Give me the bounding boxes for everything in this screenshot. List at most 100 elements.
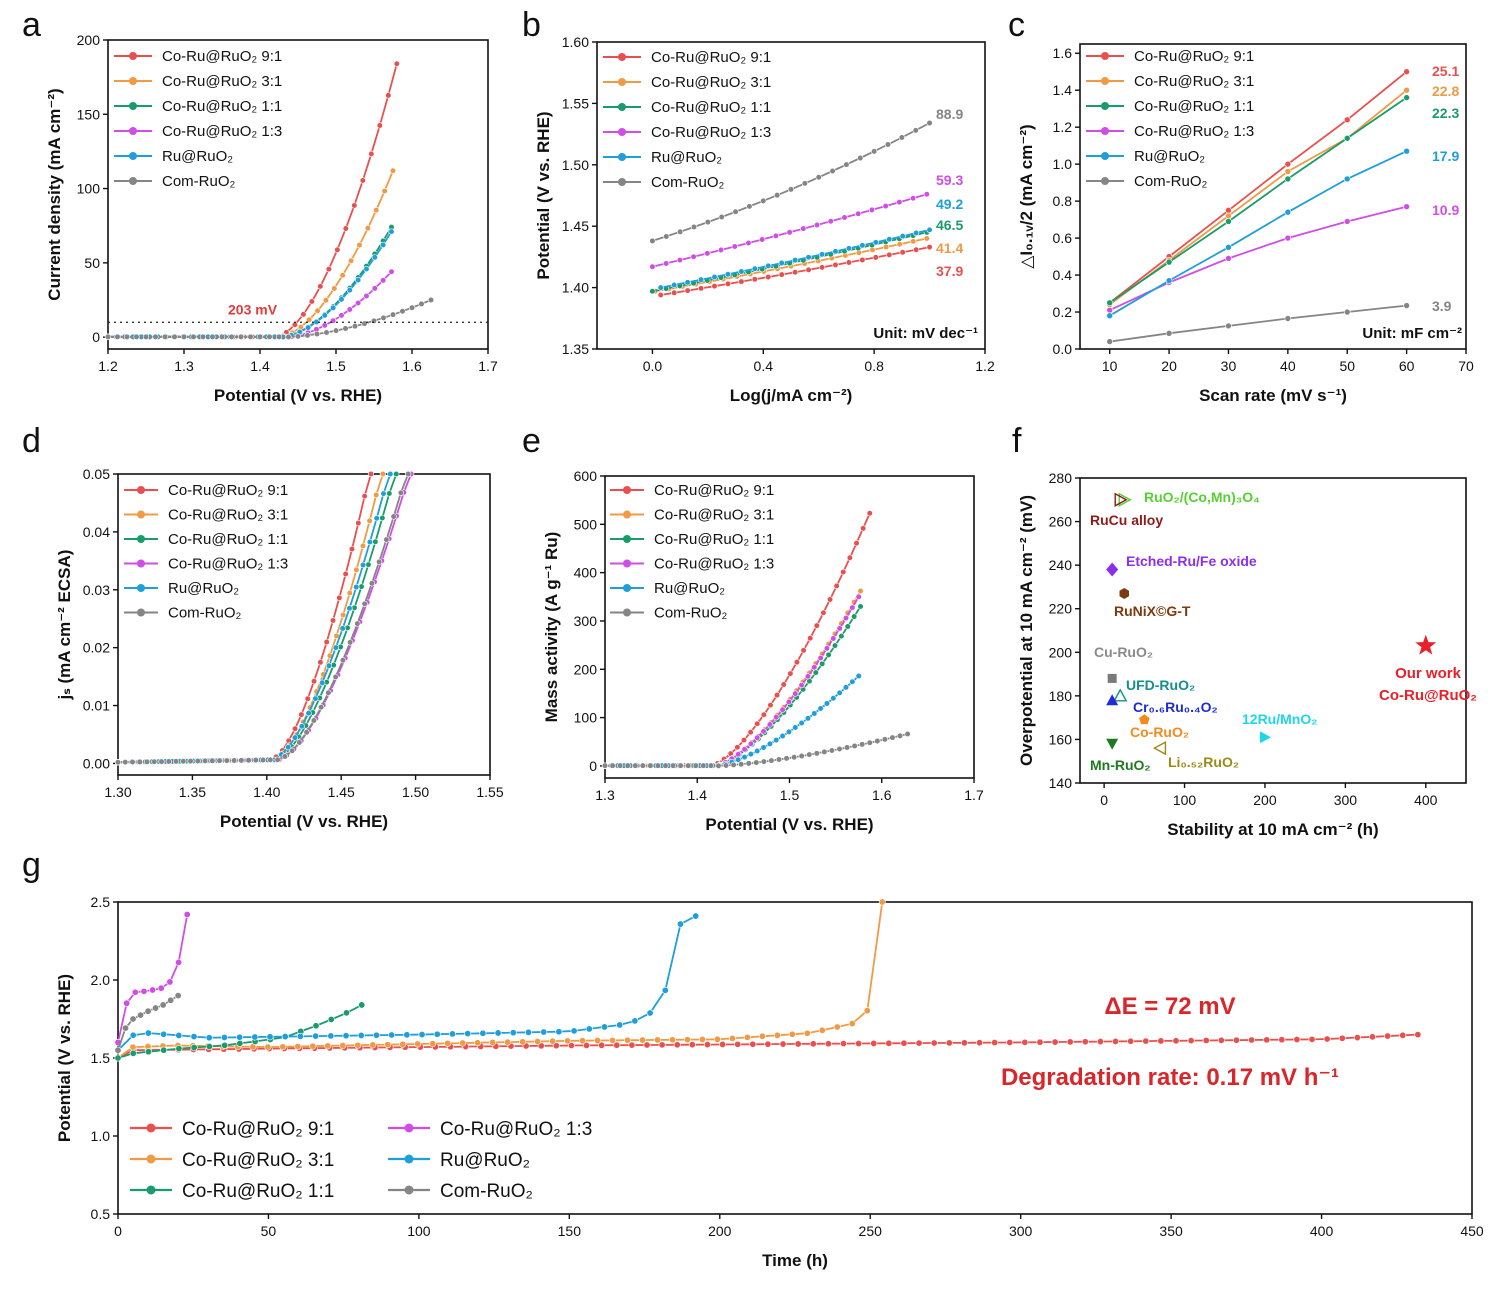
y-tick-label: 0 [92,329,100,345]
point-label: UFD-RuO₂ [1126,677,1195,693]
series-line-RuRuO2 [1109,150,1407,317]
data-point [677,762,684,769]
series-line-ComRuO2 [1109,304,1407,343]
data-point [354,1041,362,1049]
legend-marker [404,1185,414,1195]
data-point [798,682,805,689]
y-tick-label: 1.0 [91,1128,111,1144]
legend-marker [1101,102,1109,110]
data-point [785,728,793,735]
data-point [1066,1038,1074,1046]
data-point [427,296,435,304]
annotation-delta-e: ΔE = 72 mV [1104,993,1235,1020]
data-point [327,1032,335,1040]
series-line-3:1 [117,901,884,1059]
data-point [1106,312,1113,320]
data-point [1368,1033,1376,1041]
data-point [346,605,353,612]
data-point [841,214,848,221]
data-point [376,558,383,565]
data-point [684,287,691,294]
panel-label-f: f [1012,422,1022,460]
data-point [806,751,813,758]
data-point [388,1031,396,1039]
point-label: RuO₂/(Co,Mn)₃O₄ [1144,489,1260,505]
data-point [855,593,862,600]
data-point [275,333,283,340]
data-point [692,912,700,920]
data-point [363,292,370,300]
y-axis-label: Mass activity (A g⁻¹ Ru) [542,532,561,723]
data-point [855,210,862,217]
data-point [1263,1036,1271,1044]
legend-entry: Ru@RuO₂ [1134,148,1205,165]
data-point [567,1042,575,1050]
data-point [631,1017,639,1025]
data-point [1284,168,1292,175]
data-point [564,1037,572,1045]
unit-note: Unit: mF cm⁻² [1362,325,1462,342]
point-label: RuCu alloy [1090,512,1163,528]
legend-marker [618,53,626,61]
data-point [896,199,903,206]
data-point [387,470,394,478]
data-point [305,324,312,331]
data-point [342,1009,350,1017]
data-point [339,1042,347,1050]
data-point [479,1029,487,1037]
plot-frame-c [1079,43,1467,350]
data-point [785,698,793,705]
x-tick-label: 1.55 [476,784,503,800]
data-point [817,654,824,662]
data-point [310,678,318,685]
series-line-3:1 [605,590,862,767]
data-point [1106,338,1113,345]
data-point [361,493,368,500]
data-point [540,1028,548,1036]
y-tick-label: 180 [1049,688,1073,704]
data-point [833,582,840,589]
data-point [579,1037,587,1045]
legend-entry: Co-Ru@RuO₂ 1:3 [654,556,774,573]
y-tick-label: 240 [1049,557,1073,573]
data-point [1006,1038,1014,1046]
data-point [180,758,187,765]
data-point [881,736,888,743]
data-point [594,1037,602,1045]
legend-marker [623,486,631,494]
data-point [143,758,151,765]
data-point [317,659,324,666]
data-point [388,268,395,275]
y-tick-label: 0.8 [1053,193,1073,209]
data-point [245,757,252,764]
data-point [379,470,386,478]
data-point [836,625,843,632]
data-point [673,1041,681,1049]
data-point [371,285,378,292]
data-point [325,266,332,273]
scatter-marker-diamond [1106,562,1119,577]
legend-entry: Co-Ru@RuO₂ 9:1 [182,1119,334,1140]
legend-marker [1101,52,1109,60]
data-point [649,263,656,270]
data-point [812,669,819,676]
legend-marker [1101,127,1109,135]
data-point [327,1015,335,1023]
data-point [840,568,847,576]
data-point [649,288,656,295]
data-point [760,711,767,718]
data-point [372,538,379,545]
y-tick-label: 160 [1049,731,1073,747]
data-point [152,333,159,340]
data-point [256,333,264,340]
data-point [380,490,387,497]
x-tick-label: 1.5 [326,358,346,374]
data-point [321,312,328,319]
data-point [724,280,732,287]
data-point [732,208,739,215]
data-point [373,491,380,499]
data-point [1217,1036,1225,1044]
data-point [690,253,697,260]
data-point [819,660,826,667]
data-point [361,600,368,607]
